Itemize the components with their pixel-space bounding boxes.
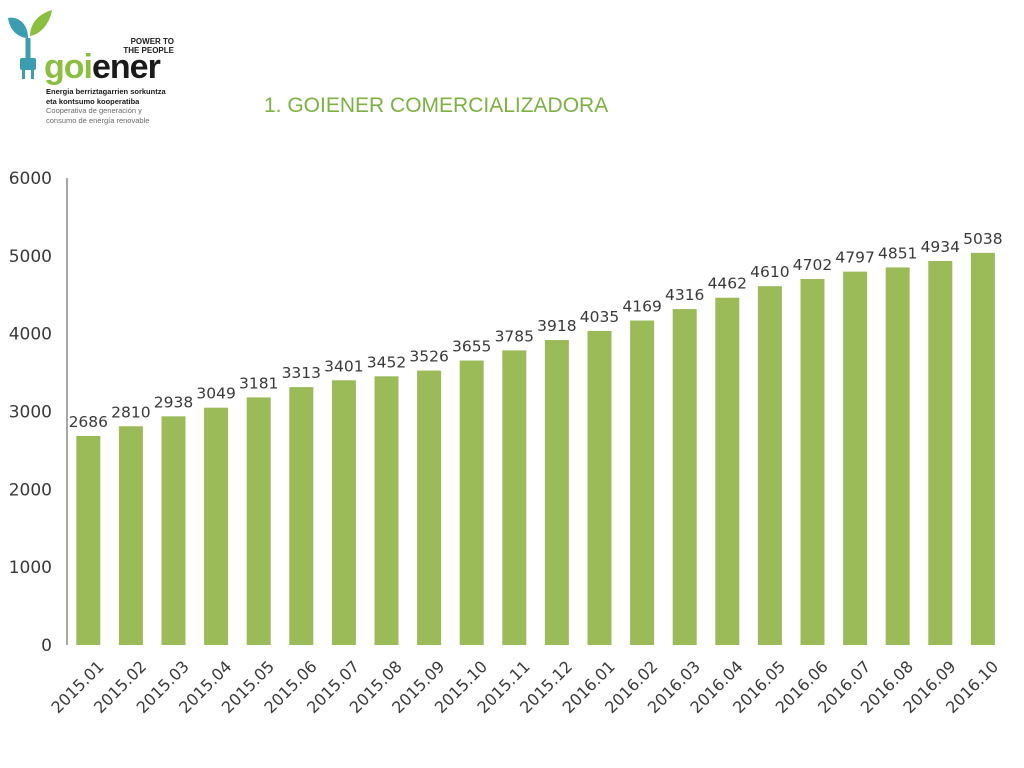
bar — [331, 380, 356, 645]
bar — [459, 360, 484, 645]
y-tick-label: 0 — [41, 636, 52, 656]
data-label: 4702 — [793, 256, 832, 274]
bar — [76, 435, 101, 645]
y-tick-label: 6000 — [9, 169, 52, 189]
y-tick-label: 5000 — [9, 247, 52, 267]
logo-tagline-line1: POWER TO — [130, 37, 174, 46]
logo-subtitle: Energia berriztagarrien sorkuntza eta ko… — [46, 87, 166, 125]
bar — [502, 350, 527, 645]
bar — [630, 320, 655, 645]
data-label: 3313 — [282, 364, 321, 382]
bar — [885, 267, 910, 645]
data-label: 3918 — [537, 317, 576, 335]
y-tick-label: 1000 — [9, 558, 52, 578]
logo-tagline-line2: THE PEOPLE — [123, 46, 174, 55]
bar — [289, 387, 314, 645]
bar — [374, 376, 399, 645]
data-label: 3049 — [196, 385, 235, 403]
data-label: 4934 — [921, 238, 960, 256]
bar — [417, 370, 442, 645]
data-label: 4035 — [580, 308, 619, 326]
bar — [928, 260, 953, 645]
bar — [757, 286, 782, 645]
bar — [587, 330, 612, 645]
slide-title: 1. GOIENER COMERCIALIZADORA — [264, 94, 609, 117]
y-tick-label: 2000 — [9, 480, 52, 500]
bar — [800, 279, 825, 645]
bar — [843, 271, 868, 645]
y-tick-label: 4000 — [9, 325, 52, 345]
data-label: 2686 — [69, 413, 108, 431]
bar — [204, 407, 229, 645]
data-label: 4851 — [878, 244, 917, 262]
logo-sub-line2: eta kontsumo kooperatiba — [46, 96, 140, 106]
data-label: 2810 — [111, 403, 150, 421]
bar — [161, 416, 186, 645]
y-tick-label: 3000 — [9, 403, 52, 423]
data-label: 5038 — [963, 230, 1002, 248]
leaf-plug-icon — [8, 10, 52, 79]
bar-chart: 0 1000 2000 3000 4000 5000 6000 2686 2015.01 2810… — [0, 160, 1024, 768]
data-label: 4462 — [708, 275, 747, 293]
bar — [118, 426, 143, 645]
logo-sub-line3: Cooperativa de generación y — [46, 106, 142, 115]
logo-wordmark: goiener — [44, 48, 161, 86]
data-label: 3181 — [239, 374, 278, 392]
goiener-logo: POWER TO THE PEOPLE goiener Energia berr… — [6, 8, 186, 128]
data-label: 4316 — [665, 286, 704, 304]
logo-sub-line1: Energia berriztagarrien sorkuntza — [46, 87, 166, 96]
data-label: 3655 — [452, 338, 491, 356]
bar — [544, 340, 569, 645]
data-label: 3401 — [324, 357, 363, 375]
chart-canvas: 010002000300040005000600026862015.012810… — [9, 169, 1003, 717]
data-label: 2938 — [154, 393, 193, 411]
bar — [715, 297, 740, 645]
logo-tagline: POWER TO THE PEOPLE — [114, 37, 174, 55]
bar — [672, 309, 697, 645]
logo-sub-line4: consumo de energía renovable — [46, 115, 150, 125]
bar — [246, 397, 271, 645]
data-label: 3452 — [367, 353, 406, 371]
data-label: 4797 — [835, 249, 874, 267]
logo-word-part2: ener — [91, 48, 161, 86]
data-label: 4169 — [622, 298, 661, 316]
bar — [970, 252, 995, 645]
data-label: 3526 — [409, 348, 448, 366]
logo-word-part1: goi — [44, 48, 93, 86]
data-label: 3785 — [495, 327, 534, 345]
data-label: 4610 — [750, 263, 789, 281]
